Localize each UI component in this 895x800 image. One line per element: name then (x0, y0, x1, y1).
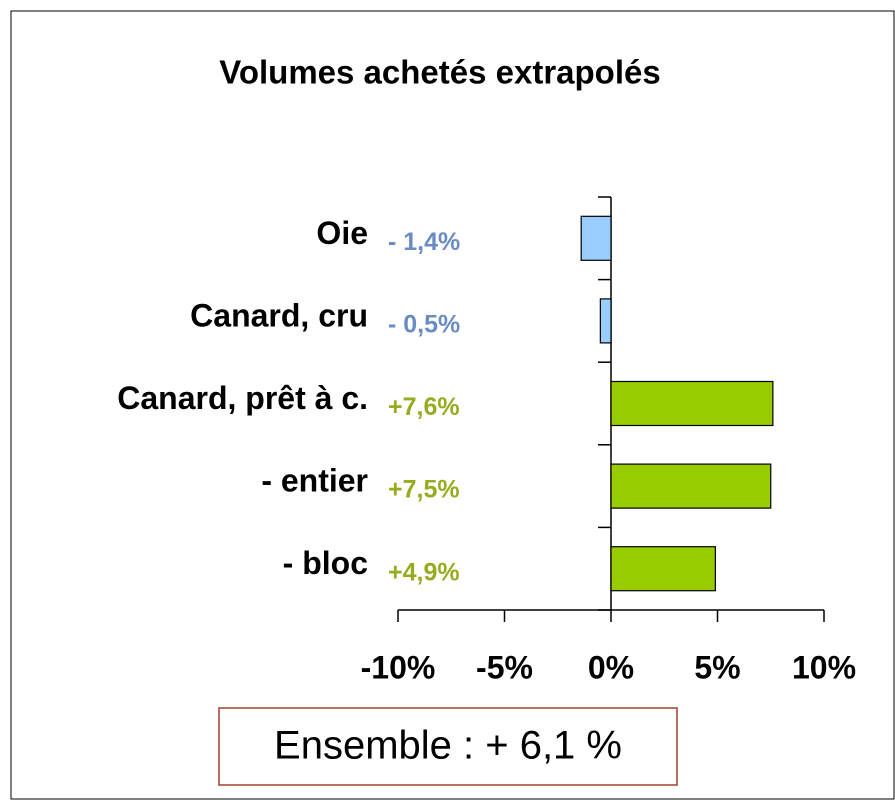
category-label: - bloc (283, 545, 368, 581)
x-tick-label: -10% (361, 649, 436, 685)
x-tick-label: 0% (588, 649, 634, 685)
value-label: +7,6% (388, 393, 460, 421)
x-tick-label: 10% (792, 649, 856, 685)
category-label: Canard, prêt à c. (117, 380, 368, 416)
category-label: Canard, cru (190, 297, 368, 333)
annotation: Ensemble : + 6,1 % (274, 724, 622, 768)
bar (610, 463, 772, 509)
bar (610, 380, 774, 427)
annotation-box (218, 707, 678, 786)
category-label: Oie (316, 215, 368, 251)
bar (580, 215, 612, 261)
value-label: - 0,5% (388, 311, 460, 339)
chart-title: Volumes achetés extrapolés (219, 54, 660, 91)
category-label: - entier (261, 463, 368, 499)
bar (599, 298, 612, 344)
x-tick-label: -5% (476, 649, 533, 685)
value-label: +7,5% (388, 476, 460, 504)
value-label: - 1,4% (388, 228, 460, 256)
bar (610, 546, 716, 592)
value-label: +4,9% (388, 558, 460, 586)
x-tick-label: 5% (694, 649, 740, 685)
